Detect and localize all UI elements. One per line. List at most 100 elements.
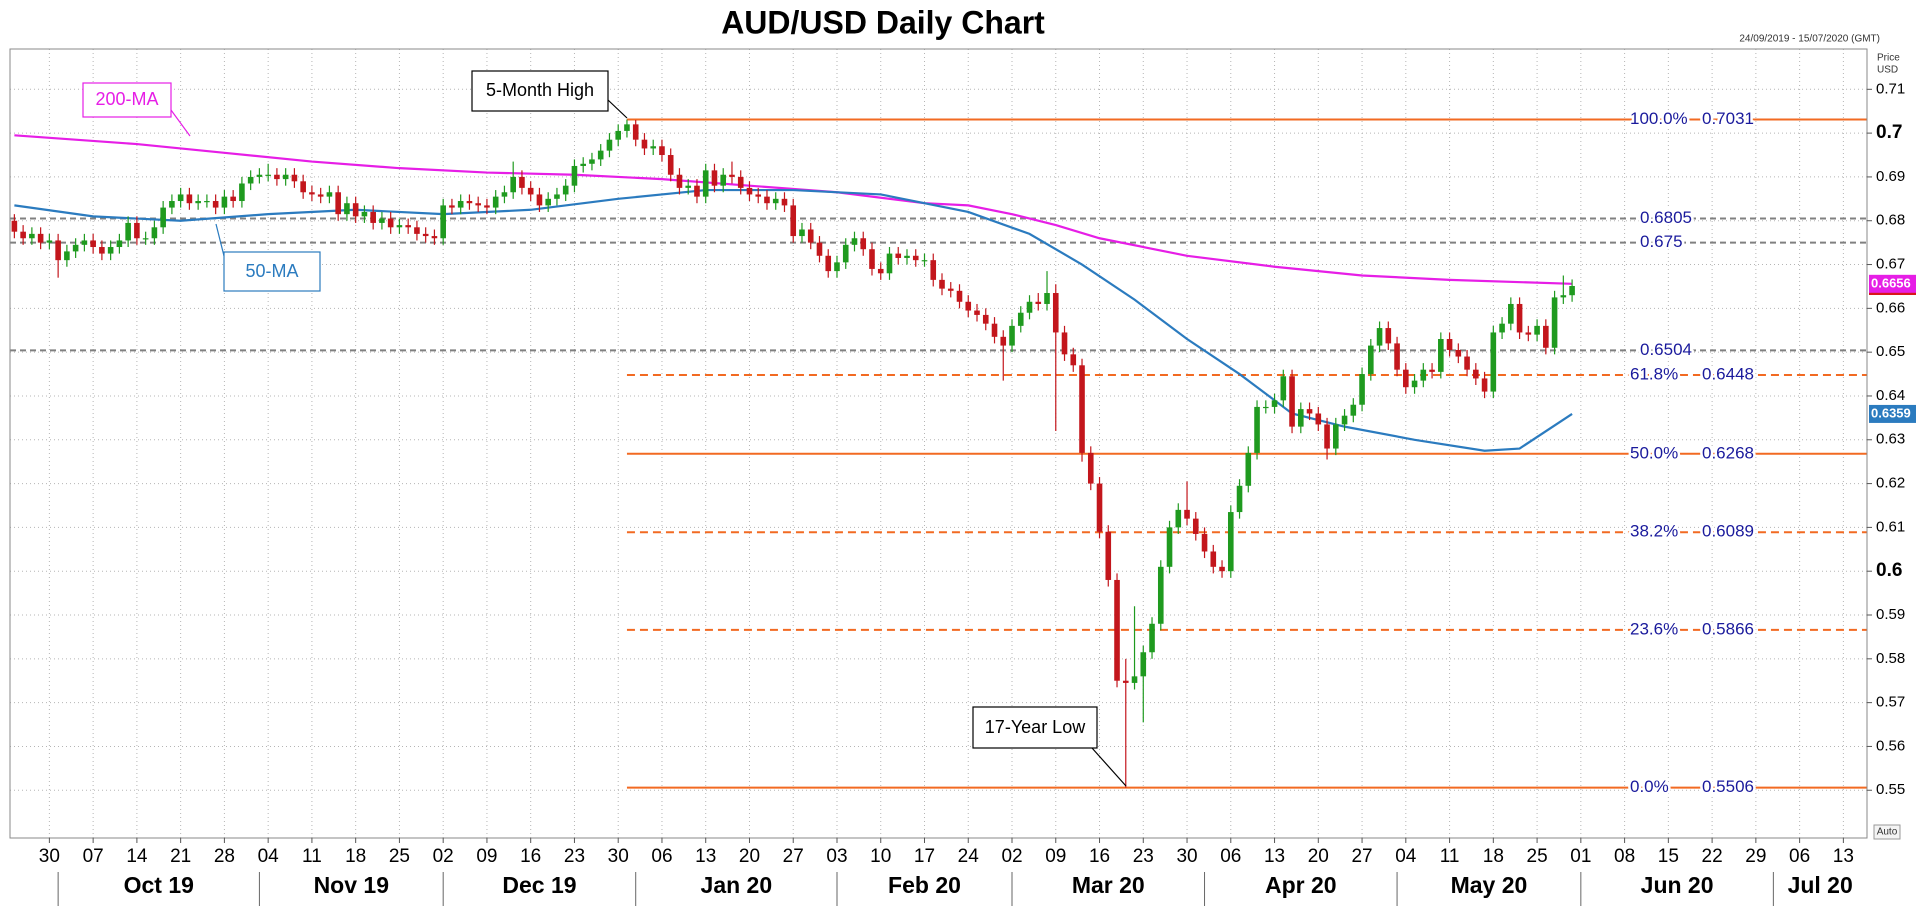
candle-body bbox=[1385, 328, 1392, 344]
candle-body bbox=[20, 231, 26, 239]
candle-body bbox=[282, 174, 289, 180]
x-tick-label: 01 bbox=[1570, 846, 1591, 867]
x-tick-label: 13 bbox=[695, 846, 716, 867]
candle-body bbox=[1157, 566, 1164, 624]
candle-body bbox=[755, 194, 762, 197]
candle-body bbox=[1009, 325, 1015, 346]
x-tick-label: 24 bbox=[958, 846, 980, 867]
fib-percent: 23.6% bbox=[1630, 619, 1678, 638]
x-tick-label: 15 bbox=[1658, 846, 1679, 867]
candle-body bbox=[1333, 424, 1339, 449]
candle-body bbox=[562, 185, 569, 195]
x-tick-label: 10 bbox=[870, 846, 891, 867]
candle-body bbox=[1070, 354, 1077, 366]
auto-button-label[interactable]: Auto bbox=[1877, 827, 1898, 838]
candle-body bbox=[1429, 369, 1435, 372]
candle-body bbox=[81, 240, 88, 245]
value-box-label: 0.6656 bbox=[1871, 275, 1911, 290]
candle-body bbox=[361, 211, 368, 217]
annotation-box bbox=[972, 706, 1098, 749]
candle-body bbox=[440, 205, 446, 239]
month-label: Feb 20 bbox=[888, 872, 961, 898]
month-label: Jan 20 bbox=[701, 872, 773, 898]
candle-body bbox=[729, 174, 735, 177]
x-tick-label: 08 bbox=[1614, 846, 1635, 867]
candle-body bbox=[886, 253, 893, 274]
candle-body bbox=[1473, 369, 1479, 379]
fib-value: 0.6268 bbox=[1702, 443, 1754, 462]
y-tick-label: 0.55 bbox=[1876, 781, 1905, 798]
candle-body bbox=[606, 139, 613, 151]
candle-body bbox=[1201, 533, 1208, 552]
candle-body bbox=[1262, 406, 1269, 409]
candle-body bbox=[519, 176, 525, 188]
candle-body bbox=[125, 222, 131, 241]
x-tick-label: 28 bbox=[214, 846, 235, 867]
month-label: Jul 20 bbox=[1788, 872, 1853, 898]
y-tick-label: 0.66 bbox=[1876, 299, 1905, 316]
auto-button-frame[interactable] bbox=[1873, 824, 1901, 840]
candle-body bbox=[1131, 676, 1138, 683]
candle-body bbox=[1411, 380, 1418, 388]
y-tick-label: 0.62 bbox=[1876, 475, 1905, 492]
candle-body bbox=[790, 205, 797, 237]
y-tick-label: 0.71 bbox=[1876, 80, 1905, 97]
grid bbox=[10, 49, 1867, 838]
candle-body bbox=[239, 183, 245, 202]
x-tick-label: 22 bbox=[1702, 846, 1723, 867]
candle-body bbox=[142, 238, 149, 240]
candle-body bbox=[1324, 424, 1330, 449]
candle-body bbox=[212, 201, 219, 208]
candle-body bbox=[1464, 356, 1470, 370]
candle-body bbox=[396, 225, 403, 228]
candle-body bbox=[869, 249, 875, 269]
x-tick-label: 21 bbox=[170, 846, 191, 867]
candle-body bbox=[29, 233, 35, 239]
candle-body bbox=[405, 225, 411, 228]
candle-body bbox=[825, 255, 832, 272]
fib-percent: 100.0% bbox=[1630, 109, 1688, 128]
y-tick-label: 0.61 bbox=[1876, 518, 1905, 535]
candle-body bbox=[1000, 336, 1007, 346]
candle-body bbox=[982, 314, 989, 324]
candle-body bbox=[387, 218, 394, 228]
candle-body bbox=[1350, 404, 1357, 416]
candle-body bbox=[457, 201, 464, 208]
candle-body bbox=[72, 244, 79, 252]
value-box-label: 0.6359 bbox=[1871, 405, 1911, 420]
auto-button[interactable]: Auto bbox=[1873, 824, 1901, 840]
fib-percent: 0.0% bbox=[1630, 777, 1669, 796]
candle-body bbox=[1551, 297, 1558, 348]
candle-body bbox=[1044, 293, 1050, 304]
fib-percent: 61.8% bbox=[1630, 364, 1678, 383]
x-tick-label: 14 bbox=[126, 846, 148, 867]
candle-body bbox=[256, 174, 263, 177]
candle-body bbox=[615, 130, 622, 140]
candle-body bbox=[1175, 509, 1182, 528]
fib-value: 0.6448 bbox=[1702, 364, 1754, 383]
candle-body bbox=[1035, 301, 1042, 304]
x-tick-label: 16 bbox=[1089, 846, 1110, 867]
candle-body bbox=[1184, 509, 1190, 519]
candle-body bbox=[1289, 376, 1295, 427]
candle-body bbox=[492, 196, 499, 208]
x-tick-label: 30 bbox=[39, 846, 60, 867]
annotation-box bbox=[223, 251, 321, 292]
y-tick-label: 0.57 bbox=[1876, 694, 1905, 711]
month-label: Mar 20 bbox=[1072, 872, 1145, 898]
candle-body bbox=[895, 253, 902, 258]
x-tick-label: 29 bbox=[1745, 846, 1766, 867]
candle-body bbox=[624, 124, 630, 131]
levels bbox=[10, 118, 1867, 789]
candle-body bbox=[177, 194, 184, 202]
candle-body bbox=[1140, 652, 1147, 677]
candle-body bbox=[1245, 452, 1252, 486]
candle-body bbox=[64, 251, 70, 261]
moving-average bbox=[14, 134, 1573, 285]
candle-body bbox=[947, 288, 954, 291]
candle-body bbox=[667, 155, 674, 175]
month-label: Jun 20 bbox=[1641, 872, 1714, 898]
candle-body bbox=[335, 192, 341, 215]
candle-body bbox=[1192, 518, 1199, 534]
